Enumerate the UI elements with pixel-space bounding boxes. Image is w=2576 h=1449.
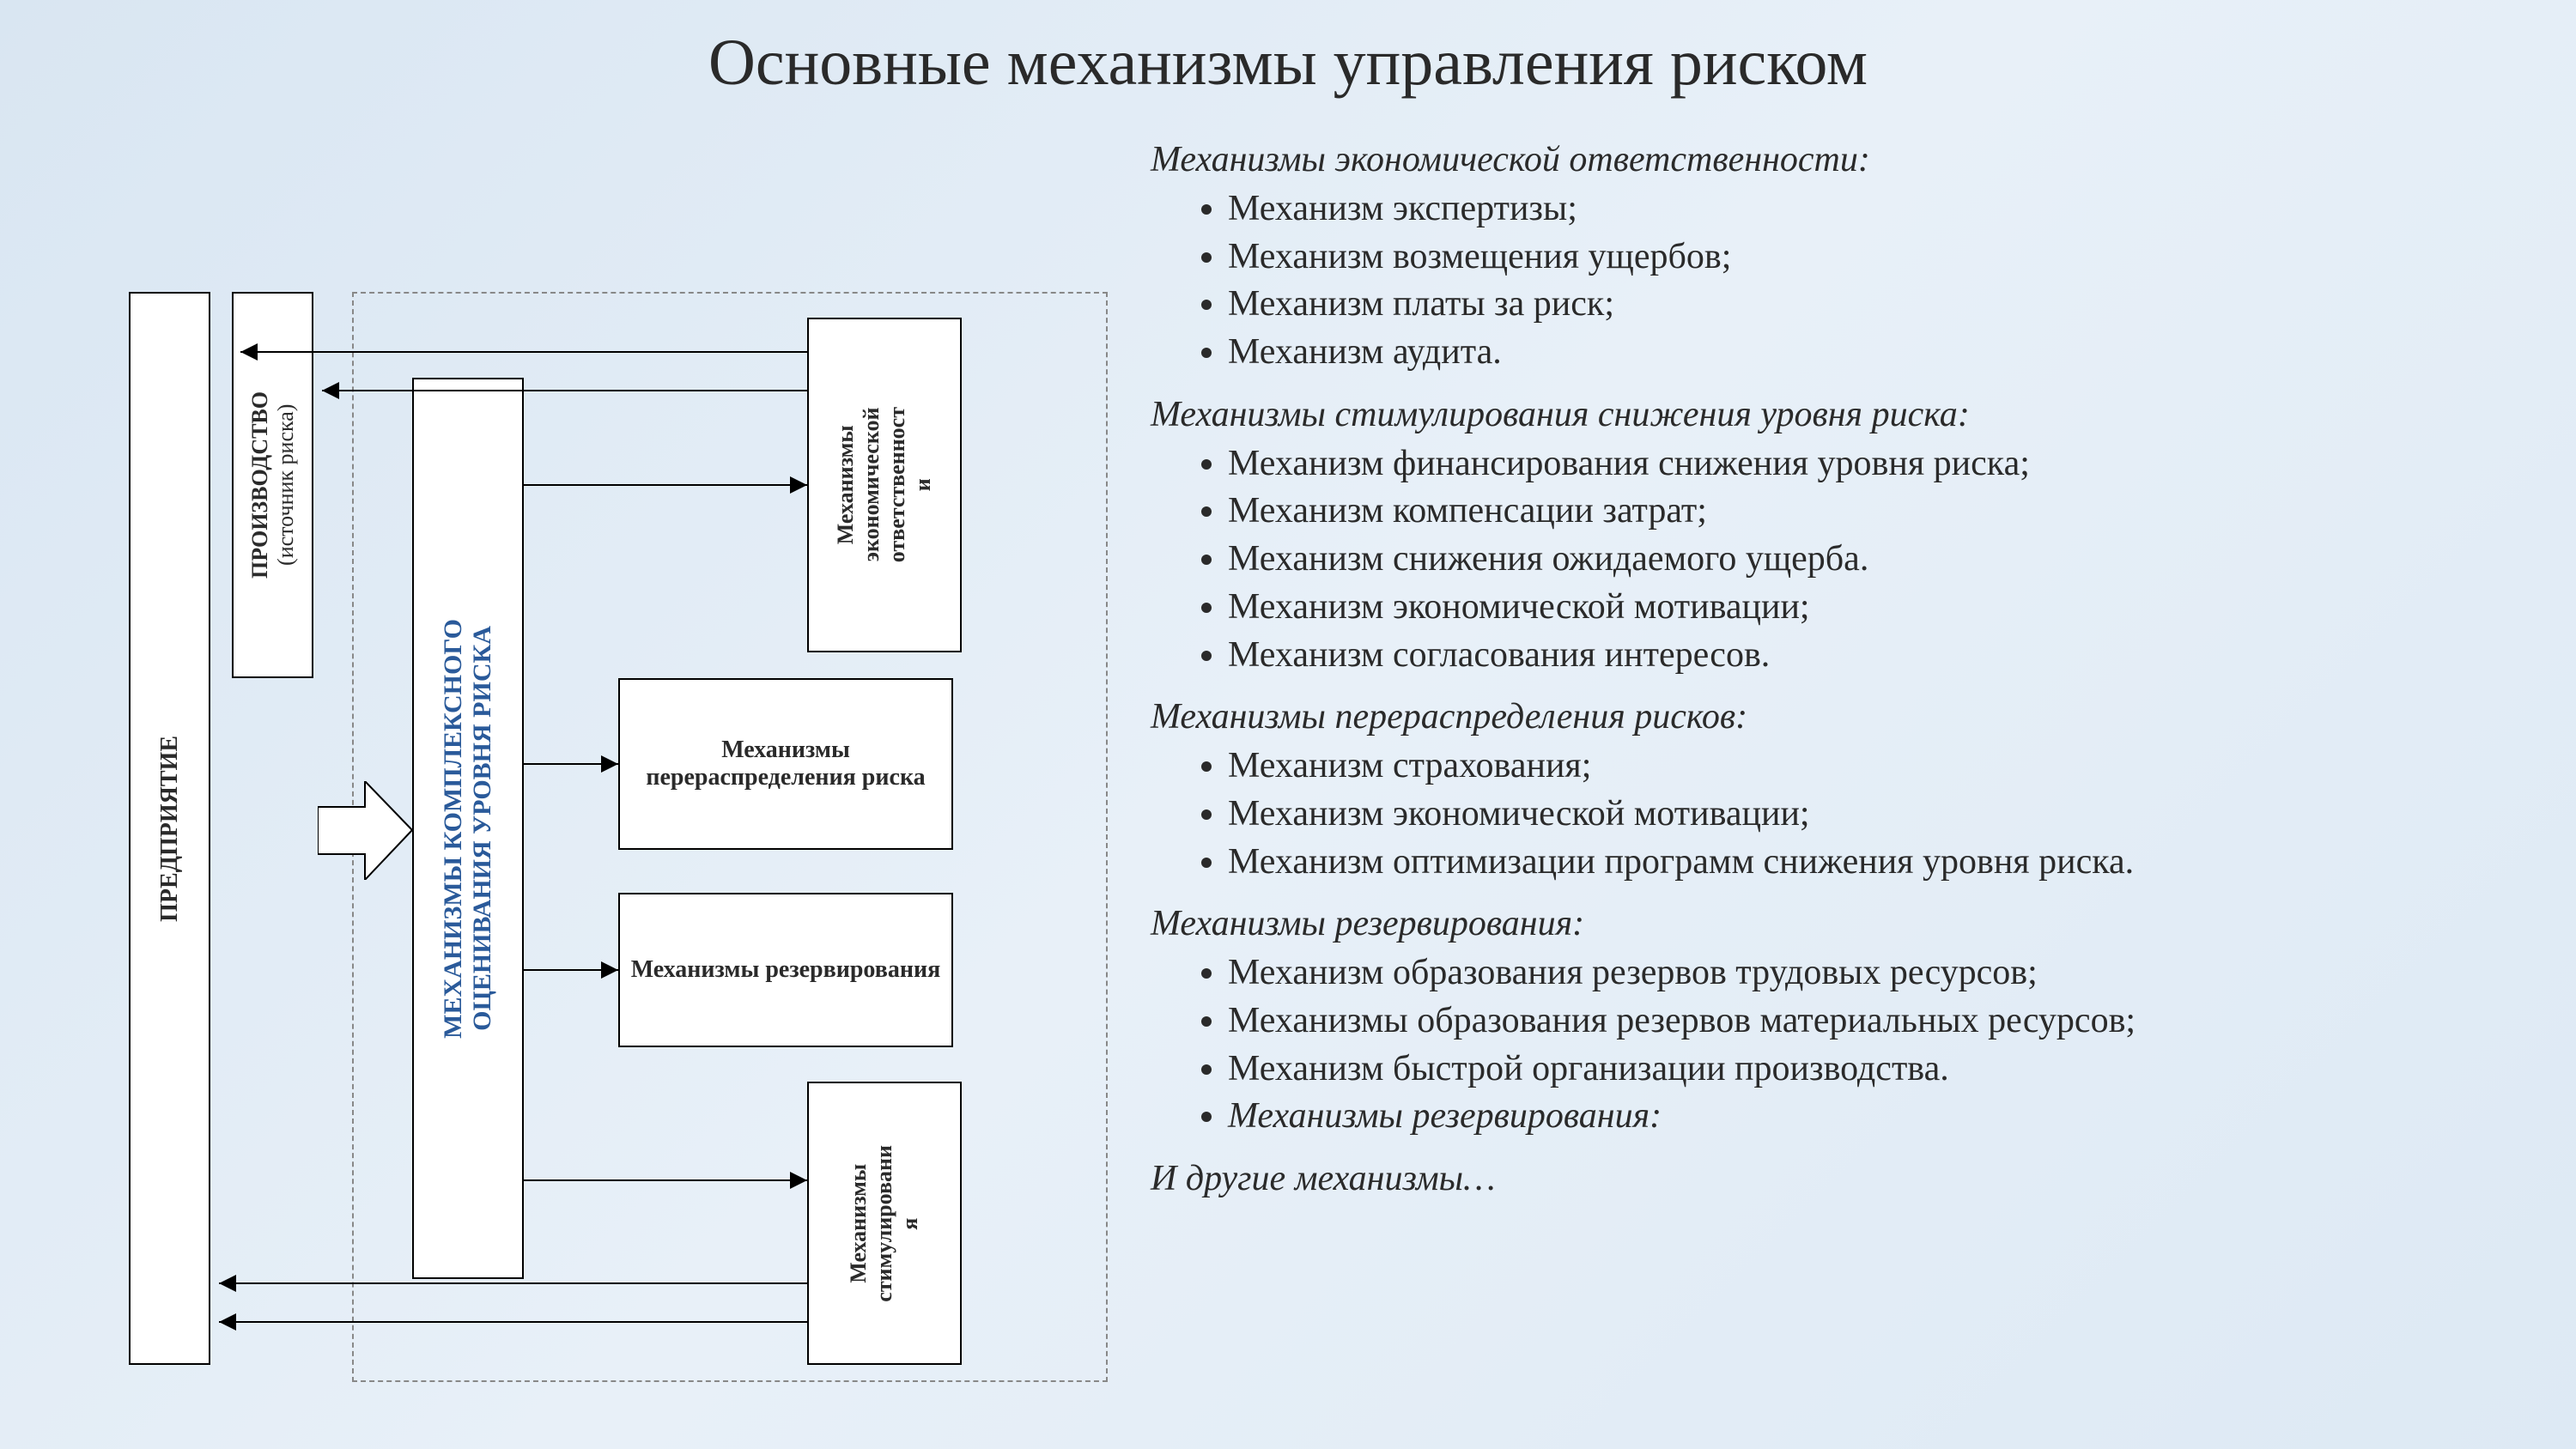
box-stim-label: Механизмы стимулировани я [846,1145,923,1302]
group-title: Механизмы резервирования: [1151,901,2524,948]
list-item: Механизм экспертизы; [1228,185,2524,233]
group-list: Механизм финансирования снижения уровня … [1228,440,2524,680]
group-list: Механизм экспертизы;Механизм возмещения … [1228,185,2524,377]
group-title: Механизмы экономической ответственности: [1151,137,2524,184]
diagram-container: ПРЕДПРИЯТИЕ ПРОИЗВОДСТВО (источник риска… [129,292,1108,1391]
box-complex-assessment: МЕХАНИЗМЫ КОМПЛЕКСНОГО ОЦЕНИВАНИЯ УРОВНЯ… [412,378,524,1279]
list-item: Механизм возмещения ущербов; [1228,233,2524,282]
group-title: Механизмы стимулирования снижения уровня… [1151,392,2524,439]
list-item: Механизм снижения ожидаемого ущерба. [1228,536,2524,584]
box-production: ПРОИЗВОДСТВО (источник риска) [232,292,313,678]
box-reservation: Механизмы резервирования [618,893,953,1047]
list-item: Механизм быстрой организации производств… [1228,1046,2524,1094]
list-item: Механизм согласования интересов. [1228,632,2524,680]
list-item: Механизм платы за риск; [1228,281,2524,329]
list-item: Механизм финансирования снижения уровня … [1228,440,2524,488]
list-item: Механизмы резервирования: [1228,1093,2524,1141]
list-item: Механизм компенсации затрат; [1228,488,2524,536]
text-column: Механизмы экономической ответственности:… [1151,137,2524,1203]
box-econ-label: Механизмы экономической ответственност и [833,407,936,562]
list-item: Механизм образования резервов трудовых р… [1228,949,2524,997]
list-item: Механизмы образования резервов материаль… [1228,997,2524,1046]
big-arrow-icon [318,781,412,880]
group-list: Механизм образования резервов трудовых р… [1228,949,2524,1141]
page-title: Основные механизмы управления риском [0,26,2576,100]
box-reserve-label: Механизмы резервирования [631,956,941,984]
list-item: Механизм экономической мотивации; [1228,584,2524,632]
box-stimulation: Механизмы стимулировани я [807,1082,962,1365]
box-production-label: ПРОИЗВОДСТВО (источник риска) [247,391,299,579]
box-redist-label: Механизмы перераспределения риска [629,737,943,791]
group-list: Механизм страхования;Механизм экономичес… [1228,743,2524,886]
list-item: Механизм аудита. [1228,329,2524,377]
box-economic-responsibility: Механизмы экономической ответственност и [807,318,962,652]
box-enterprise-label: ПРЕДПРИЯТИЕ [156,736,184,922]
box-enterprise: ПРЕДПРИЯТИЕ [129,292,210,1365]
box-redistribution: Механизмы перераспределения риска [618,678,953,850]
group-title: Механизмы перераспределения рисков: [1151,694,2524,741]
list-item: Механизм экономической мотивации; [1228,791,2524,839]
closing-text: И другие механизмы… [1151,1156,2524,1203]
box-complex-label: МЕХАНИЗМЫ КОМПЛЕКСНОГО ОЦЕНИВАНИЯ УРОВНЯ… [439,619,497,1039]
list-item: Механизм оптимизации программ снижения у… [1228,839,2524,887]
list-item: Механизм страхования; [1228,743,2524,791]
